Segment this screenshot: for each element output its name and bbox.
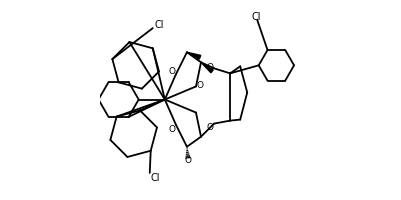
Text: Cl: Cl — [154, 20, 163, 30]
Polygon shape — [200, 63, 213, 73]
Text: O: O — [206, 63, 213, 71]
Polygon shape — [186, 53, 200, 60]
Text: Cl: Cl — [150, 172, 159, 182]
Text: O: O — [168, 67, 175, 76]
Text: O: O — [184, 156, 191, 164]
Text: O: O — [168, 124, 175, 133]
Text: Cl: Cl — [251, 12, 260, 22]
Text: O: O — [196, 81, 203, 89]
Text: O: O — [206, 123, 213, 131]
